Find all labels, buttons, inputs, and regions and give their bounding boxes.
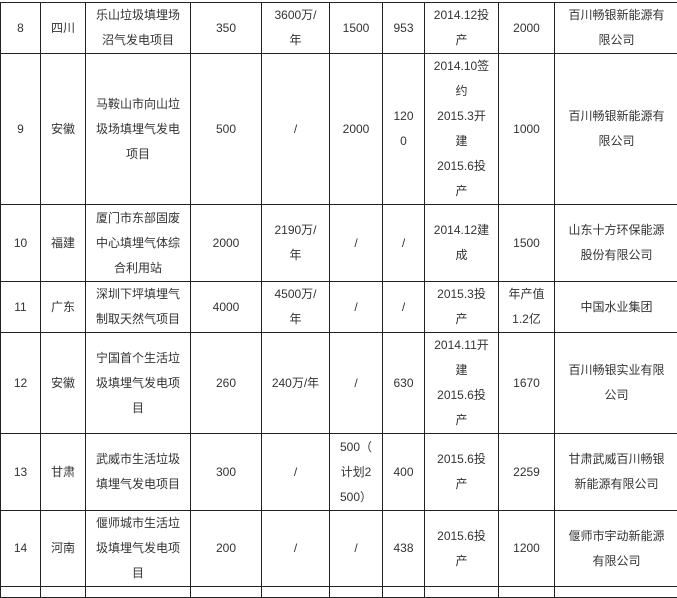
cell-investment: 2000 xyxy=(499,3,555,54)
cell-capacity: 350 xyxy=(191,3,262,54)
cell-project-name: 深圳下坪填埋气 制取天然气项目 xyxy=(86,282,191,333)
cell-capacity: 4000 xyxy=(191,282,262,333)
cell-empty xyxy=(1,587,41,598)
cell-generation: 953 xyxy=(383,3,425,54)
cell-gas-volume: / xyxy=(262,511,330,587)
cell-status: 2014.11开 建 2015.6投 产 xyxy=(425,333,499,434)
cell-project-name: 宁国首个生活垃 圾填埋气发电项 目 xyxy=(86,333,191,434)
cell-row-number: 9 xyxy=(1,54,41,205)
cell-province: 安徽 xyxy=(41,333,86,434)
cell-generation: / xyxy=(383,205,425,282)
cell-gas-volume: 3600万/ 年 xyxy=(262,3,330,54)
cell-investment: 2259 xyxy=(499,434,555,511)
cell-company: 甘肃武威百川畅银 新能源有限公司 xyxy=(555,434,677,511)
cell-investment: 1000 xyxy=(499,54,555,205)
cell-company: 山东十方环保能源 股份有限公司 xyxy=(555,205,677,282)
cell-empty xyxy=(86,587,191,598)
cell-gas-volume: / xyxy=(262,54,330,205)
cell-row-number: 13 xyxy=(1,434,41,511)
cell-investment: 1200 xyxy=(499,511,555,587)
cell-investment: 1670 xyxy=(499,333,555,434)
cell-empty xyxy=(425,587,499,598)
cell-province: 广东 xyxy=(41,282,86,333)
cell-empty xyxy=(383,587,425,598)
cell-province: 安徽 xyxy=(41,54,86,205)
cell-province: 福建 xyxy=(41,205,86,282)
cell-capacity: 500 xyxy=(191,54,262,205)
cell-capacity: 2000 xyxy=(191,205,262,282)
cell-generation: 438 xyxy=(383,511,425,587)
cell-generation: 120 0 xyxy=(383,54,425,205)
cell-empty xyxy=(262,587,330,598)
cell-generation: / xyxy=(383,282,425,333)
cell-installed-capacity: 500（ 计划2 500） xyxy=(330,434,383,511)
cell-investment: 1500 xyxy=(499,205,555,282)
cell-company: 中国水业集团 xyxy=(555,282,677,333)
cell-project-name: 马鞍山市向山垃 圾场填埋气发电 项目 xyxy=(86,54,191,205)
cell-row-number: 8 xyxy=(1,3,41,54)
cell-project-name: 武威市生活垃圾 填埋气发电项目 xyxy=(86,434,191,511)
cell-empty xyxy=(191,587,262,598)
cell-project-name: 厦门市东部固废 中心填埋气体综 合利用站 xyxy=(86,205,191,282)
cell-generation: 400 xyxy=(383,434,425,511)
cell-province: 河南 xyxy=(41,511,86,587)
cell-installed-capacity: / xyxy=(330,511,383,587)
cell-gas-volume: 240万/年 xyxy=(262,333,330,434)
cell-province: 甘肃 xyxy=(41,434,86,511)
cell-company: 偃师市宇动新能源 有限公司 xyxy=(555,511,677,587)
cell-row-number: 14 xyxy=(1,511,41,587)
cell-gas-volume: 4500万/ 年 xyxy=(262,282,330,333)
cell-row-number: 11 xyxy=(1,282,41,333)
cell-generation: 630 xyxy=(383,333,425,434)
cell-status: 2015.6投 产 xyxy=(425,511,499,587)
cell-company: 百川畅银新能源有 限公司 xyxy=(555,3,677,54)
cell-company: 百川畅银实业有限 公司 xyxy=(555,333,677,434)
cell-project-name: 偃师城市生活垃 圾填埋气发电项 目 xyxy=(86,511,191,587)
cell-installed-capacity: / xyxy=(330,205,383,282)
cell-row-number: 10 xyxy=(1,205,41,282)
cell-installed-capacity: 2000 xyxy=(330,54,383,205)
cell-capacity: 260 xyxy=(191,333,262,434)
cell-project-name: 乐山垃圾填埋场 沼气发电项目 xyxy=(86,3,191,54)
cell-company: 百川畅银新能源有 限公司 xyxy=(555,54,677,205)
cell-province: 四川 xyxy=(41,3,86,54)
cell-capacity: 300 xyxy=(191,434,262,511)
table-row-partial xyxy=(1,587,677,598)
cell-installed-capacity: / xyxy=(330,333,383,434)
cell-empty xyxy=(555,587,677,598)
cell-installed-capacity: 1500 xyxy=(330,3,383,54)
cell-capacity: 200 xyxy=(191,511,262,587)
cell-status: 2014.12投 产 xyxy=(425,3,499,54)
cell-gas-volume: / xyxy=(262,434,330,511)
cell-gas-volume: 2190万/ 年 xyxy=(262,205,330,282)
cell-status: 2015.3投 产 xyxy=(425,282,499,333)
cell-status: 2014.12建 成 xyxy=(425,205,499,282)
cell-installed-capacity: / xyxy=(330,282,383,333)
cell-row-number: 12 xyxy=(1,333,41,434)
cell-empty xyxy=(41,587,86,598)
cell-status: 2015.6投 产 xyxy=(425,434,499,511)
cell-empty xyxy=(330,587,383,598)
cell-status: 2014.10签 约 2015.3开 建 2015.6投 产 xyxy=(425,54,499,205)
cell-empty xyxy=(499,587,555,598)
cell-investment: 年产值 1.2亿 xyxy=(499,282,555,333)
